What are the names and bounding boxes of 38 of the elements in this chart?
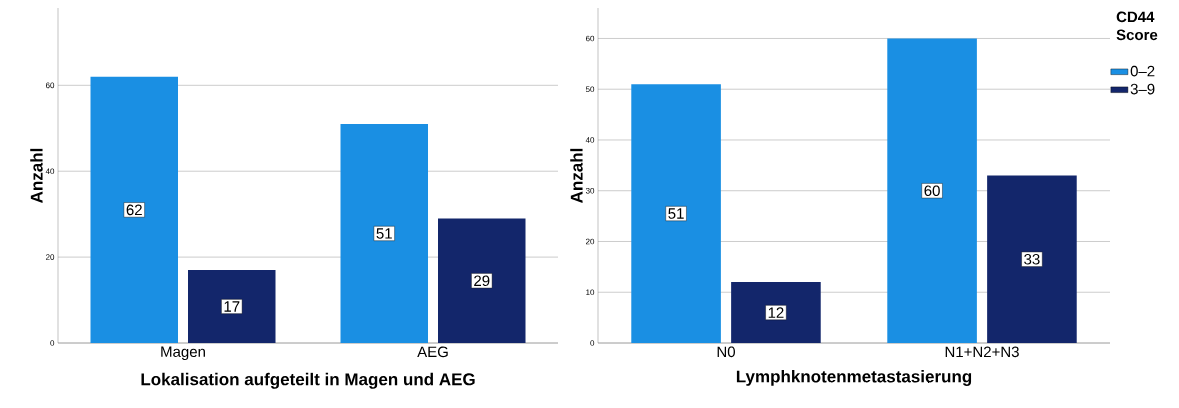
bar	[438, 218, 526, 343]
y-tick-label: 30	[585, 187, 595, 194]
y-tick-label: 0	[50, 340, 55, 346]
bar	[987, 175, 1077, 343]
legend-label: 3–9	[1130, 83, 1155, 95]
legend-label: 0–2	[1130, 65, 1155, 77]
x-axis-title: Lokalisation aufgeteilt in Magen und AEG	[141, 372, 475, 389]
x-tick-label: N0	[717, 346, 735, 358]
bar	[631, 84, 721, 343]
data-label: 29	[474, 275, 490, 287]
y-axis-title: Anzahl	[570, 148, 583, 203]
y-tick-label: 0	[590, 340, 595, 346]
data-label: 12	[768, 307, 784, 318]
bar	[90, 76, 178, 343]
y-tick-label: 10	[586, 289, 595, 296]
bar	[188, 269, 276, 343]
data-label: 33	[1024, 253, 1040, 265]
data-label: 51	[668, 208, 684, 219]
y-tick-label: 20	[45, 254, 55, 260]
x-tick-label: AEG	[417, 346, 448, 358]
y-tick-label: 20	[585, 238, 595, 245]
bar	[887, 38, 977, 343]
data-label: 17	[224, 301, 240, 312]
y-tick-label: 40	[585, 137, 595, 143]
data-label: 60	[924, 185, 940, 197]
y-tick-label: 60	[45, 82, 55, 89]
y-tick-label: 50	[585, 86, 595, 93]
y-tick-label: 40	[45, 168, 55, 175]
data-label: 51	[376, 228, 392, 239]
y-axis-title: Anzahl	[30, 148, 43, 203]
legend-title: CD44 Score	[1116, 11, 1158, 41]
x-axis-title: Lymphknotenmetastasierung	[736, 370, 972, 386]
y-tick-label: 60	[585, 35, 595, 42]
data-label: 62	[126, 204, 142, 216]
x-tick-label: Magen	[161, 346, 205, 360]
x-tick-label: N1+N2+N3	[945, 346, 1019, 358]
bar	[731, 282, 821, 343]
bar	[340, 123, 428, 343]
